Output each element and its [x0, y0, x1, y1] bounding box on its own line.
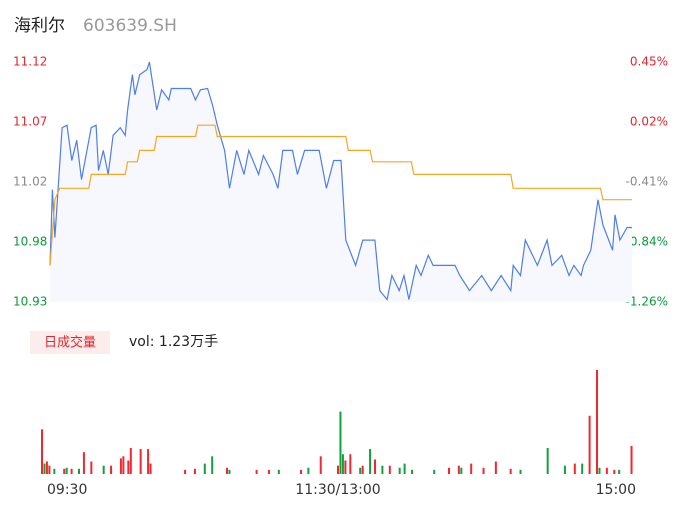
volume-bar [319, 456, 322, 474]
volume-bar [509, 468, 512, 474]
volume-bar [122, 456, 125, 474]
x-tick-label: 11:30/13:00 [295, 482, 380, 498]
x-tick-label: 15:00 [596, 482, 636, 498]
y2-tick-label: 0.45% [630, 55, 668, 69]
volume-bar [228, 469, 231, 474]
volume-bar [139, 449, 142, 474]
volume-bar [344, 460, 347, 474]
volume-legend: 日成交量 [44, 335, 96, 351]
volume-bar [361, 465, 364, 474]
volume-bar [339, 411, 342, 474]
volume-bar [119, 458, 122, 474]
y-tick-label: 10.98 [13, 235, 47, 249]
volume-bar [613, 469, 616, 474]
volume-bar [53, 468, 56, 474]
price-area [50, 62, 632, 302]
volume-bar [65, 467, 68, 474]
y-tick-label: 11.07 [13, 115, 47, 129]
y2-tick-label: 0.02% [630, 115, 668, 129]
volume-bar [277, 469, 280, 474]
volume-bar [63, 468, 66, 474]
volume-bar [255, 469, 258, 474]
y-tick-label: 11.02 [13, 175, 47, 189]
volume-bar [381, 465, 384, 474]
volume-bar [43, 463, 46, 474]
volume-bar [226, 467, 228, 474]
volume-bar [147, 449, 150, 474]
volume-bar [630, 445, 633, 474]
volume-bar [149, 463, 152, 474]
volume-bar [433, 469, 436, 474]
volume-bar [341, 454, 344, 474]
volume-bar [193, 468, 196, 474]
volume-bar [337, 465, 339, 474]
y-tick-label: 10.93 [13, 295, 47, 309]
stock-code: 603639.SH [83, 16, 177, 36]
volume-bar [369, 449, 372, 474]
y2-tick-label: -0.84% [626, 235, 668, 249]
volume-bar [127, 460, 130, 474]
volume-bar [596, 370, 598, 474]
volume-bar [184, 469, 187, 474]
legend-box [30, 331, 110, 354]
volume-bar [203, 463, 206, 474]
volume-bar [78, 468, 80, 474]
average-line [49, 124, 632, 266]
volume-bar [563, 465, 566, 474]
volume-bar [460, 467, 463, 474]
stock-name: 海利尔 [14, 16, 65, 36]
volume-bar [82, 452, 85, 474]
volume-bar [598, 467, 601, 474]
volume-bar [110, 465, 113, 474]
volume-bar [129, 448, 132, 474]
volume-bar [581, 463, 584, 474]
volume-bar [307, 467, 310, 474]
y2-tick-label: -0.41% [626, 175, 668, 189]
volume-total: vol: 1.23万手 [129, 334, 218, 350]
volume-bar [448, 467, 450, 474]
volume-bar [588, 415, 591, 474]
price-line [49, 61, 632, 301]
volume-bar [48, 465, 51, 474]
volume-bar [494, 461, 497, 474]
volume-bar [605, 467, 608, 474]
volume-bar [546, 448, 549, 474]
volume-bar [211, 456, 214, 474]
volume-bar [70, 468, 73, 474]
volume-bar [102, 465, 105, 474]
volume-bar [398, 467, 401, 474]
volume-bar [573, 463, 576, 474]
volume-bar [403, 463, 406, 474]
volume-bar [300, 469, 302, 474]
x-tick-label: 09:30 [47, 482, 87, 498]
volume-bar [411, 469, 413, 474]
volume-bar [618, 469, 621, 474]
volume-bar [482, 467, 485, 474]
volume-bar [267, 469, 270, 474]
y-tick-label: 11.12 [13, 55, 47, 69]
y2-tick-label: -1.26% [626, 295, 668, 309]
volume-bar [359, 467, 362, 474]
volume-bar [349, 454, 352, 474]
volume-bar [470, 463, 473, 474]
volume-bar [41, 429, 43, 474]
volume-bar [388, 465, 391, 474]
volume-bar [90, 461, 93, 474]
volume-bar [457, 465, 460, 474]
volume-bar [519, 469, 522, 474]
volume-bar [45, 461, 48, 474]
volume-bar [374, 459, 376, 474]
